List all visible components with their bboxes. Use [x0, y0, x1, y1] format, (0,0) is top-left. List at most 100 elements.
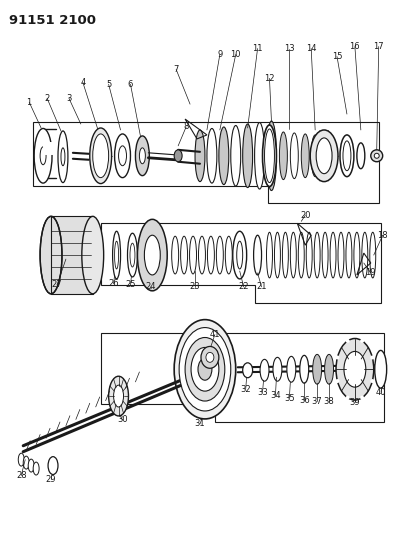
Text: 91151 2100: 91151 2100	[9, 14, 96, 27]
Text: 19: 19	[365, 269, 376, 278]
Ellipse shape	[18, 453, 24, 466]
Ellipse shape	[243, 363, 253, 378]
Ellipse shape	[346, 339, 350, 343]
Ellipse shape	[128, 233, 137, 277]
Text: 34: 34	[270, 391, 281, 400]
Ellipse shape	[346, 395, 350, 400]
Ellipse shape	[34, 128, 52, 183]
Ellipse shape	[371, 150, 383, 161]
Ellipse shape	[360, 339, 364, 343]
Text: 41: 41	[210, 330, 220, 339]
Text: 15: 15	[332, 52, 342, 61]
Ellipse shape	[61, 148, 65, 166]
Ellipse shape	[118, 146, 126, 166]
Ellipse shape	[301, 134, 309, 177]
Text: 23: 23	[190, 282, 200, 292]
Ellipse shape	[335, 356, 339, 359]
Text: 26: 26	[108, 279, 119, 288]
Ellipse shape	[267, 121, 276, 190]
Ellipse shape	[343, 141, 351, 171]
Ellipse shape	[137, 220, 167, 291]
Ellipse shape	[195, 130, 205, 182]
Ellipse shape	[371, 356, 374, 359]
Text: 7: 7	[173, 65, 179, 74]
Ellipse shape	[48, 457, 58, 474]
Text: 35: 35	[284, 393, 295, 402]
Text: 14: 14	[306, 44, 316, 53]
Text: 20: 20	[300, 211, 310, 220]
Ellipse shape	[325, 354, 333, 384]
Text: 12: 12	[264, 74, 275, 83]
Ellipse shape	[360, 395, 364, 400]
Text: 37: 37	[312, 397, 323, 406]
Ellipse shape	[219, 127, 229, 184]
Ellipse shape	[174, 150, 182, 161]
Text: 3: 3	[66, 94, 71, 103]
Text: 6: 6	[128, 80, 133, 89]
Text: 25: 25	[125, 280, 136, 289]
Ellipse shape	[335, 379, 339, 383]
Ellipse shape	[40, 216, 62, 294]
Ellipse shape	[198, 358, 212, 380]
Ellipse shape	[237, 241, 243, 269]
Ellipse shape	[28, 459, 34, 472]
Ellipse shape	[243, 124, 253, 188]
Ellipse shape	[336, 338, 374, 400]
Ellipse shape	[357, 143, 365, 168]
Ellipse shape	[58, 131, 68, 183]
Text: 2: 2	[45, 94, 50, 103]
Text: 22: 22	[239, 282, 249, 292]
Ellipse shape	[145, 235, 160, 275]
Text: 16: 16	[350, 42, 360, 51]
Text: 4: 4	[80, 78, 85, 87]
Ellipse shape	[23, 456, 29, 469]
Text: 24: 24	[145, 282, 156, 292]
Ellipse shape	[316, 138, 332, 174]
Bar	[43, 142, 55, 154]
Ellipse shape	[263, 125, 276, 187]
Ellipse shape	[109, 376, 128, 416]
Ellipse shape	[174, 320, 236, 419]
Text: 18: 18	[377, 231, 388, 240]
Ellipse shape	[255, 123, 265, 189]
Text: 5: 5	[106, 80, 111, 89]
Ellipse shape	[93, 134, 109, 177]
Ellipse shape	[130, 243, 135, 267]
Ellipse shape	[33, 462, 39, 475]
Ellipse shape	[260, 359, 269, 381]
Ellipse shape	[82, 216, 103, 294]
Ellipse shape	[344, 351, 366, 387]
Ellipse shape	[233, 231, 246, 279]
Ellipse shape	[340, 135, 354, 176]
Text: 8: 8	[183, 123, 189, 132]
Ellipse shape	[115, 241, 118, 269]
Ellipse shape	[191, 348, 219, 391]
Text: 31: 31	[195, 419, 205, 429]
Ellipse shape	[279, 132, 288, 180]
Text: 30: 30	[117, 415, 128, 424]
Text: 10: 10	[230, 50, 241, 59]
Text: 39: 39	[350, 398, 360, 407]
Text: 32: 32	[240, 385, 251, 394]
Ellipse shape	[287, 357, 296, 382]
Ellipse shape	[207, 128, 217, 183]
Text: 1: 1	[26, 98, 32, 107]
Ellipse shape	[231, 125, 241, 186]
Ellipse shape	[179, 328, 231, 411]
Ellipse shape	[371, 379, 374, 383]
Ellipse shape	[273, 357, 282, 381]
Ellipse shape	[90, 128, 112, 183]
Text: 40: 40	[376, 387, 386, 397]
Ellipse shape	[254, 235, 261, 275]
Bar	[51, 216, 93, 294]
Ellipse shape	[185, 337, 225, 401]
Ellipse shape	[313, 354, 322, 384]
Ellipse shape	[290, 133, 298, 179]
Text: 13: 13	[284, 44, 295, 53]
Ellipse shape	[113, 231, 120, 279]
Ellipse shape	[375, 350, 387, 388]
Ellipse shape	[139, 148, 145, 164]
Text: 11: 11	[252, 44, 263, 53]
Text: 28: 28	[16, 471, 26, 480]
Ellipse shape	[300, 356, 309, 383]
